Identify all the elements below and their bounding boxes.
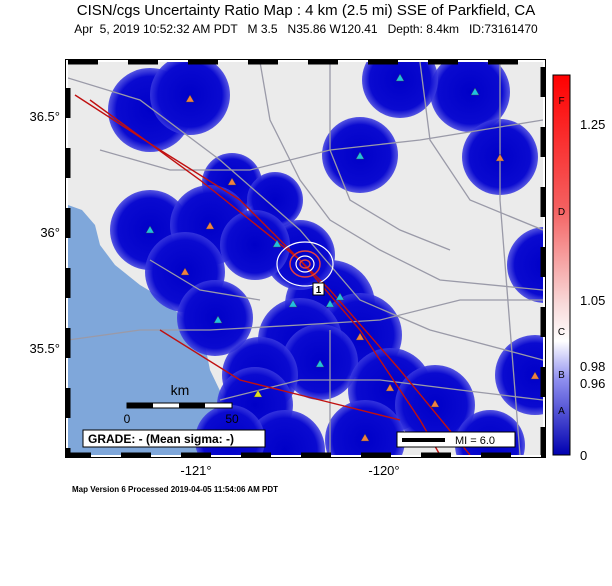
faults <box>74 94 471 455</box>
map: 1 km 0 50 GRADE: - (Mean sigma: -) MI = … <box>68 62 543 455</box>
grade-letter: D <box>558 207 565 218</box>
scale-end: 50 <box>225 412 239 426</box>
mi-text: MI = 6.0 <box>455 435 495 447</box>
lon-label: -121° <box>180 463 211 478</box>
grade-text: GRADE: - (Mean sigma: -) <box>88 432 234 446</box>
grade-letter: A <box>558 406 565 417</box>
scale-bar: km 0 50 <box>124 382 239 426</box>
grade-letter: C <box>558 327 565 338</box>
lat-label: 36° <box>40 225 60 240</box>
roads <box>68 62 543 455</box>
frame <box>65 59 546 458</box>
colorbar <box>552 74 571 456</box>
colorbar-tick: 0 <box>580 448 587 463</box>
frame-checker <box>65 59 546 458</box>
lat-label: 35.5° <box>29 341 60 356</box>
colorbar-tick: 0.96 <box>580 376 605 391</box>
grade-letter: B <box>558 370 565 381</box>
colorbar-tick: 0.98 <box>580 359 605 374</box>
scale-start: 0 <box>124 412 131 426</box>
subtitle: Apr 5, 2019 10:52:32 AM PDT M 3.5 N35.86… <box>74 22 538 36</box>
marker-label: 1 <box>316 285 322 296</box>
title: CISN/cgs Uncertainty Ratio Map : 4 km (2… <box>77 2 535 19</box>
colorbar-tick: 1.25 <box>580 117 605 132</box>
scale-unit: km <box>171 382 190 398</box>
grade-box <box>82 429 266 448</box>
colorbar-tick: 1.05 <box>580 293 605 308</box>
lat-label: 36.5° <box>29 109 60 124</box>
mi-box <box>396 431 516 448</box>
footer: Map Version 6 Processed 2019-04-05 11:54… <box>72 485 278 494</box>
marker-box <box>312 282 325 296</box>
grade-letter: F <box>558 96 564 107</box>
colorbar-ticks: 1.25 1.05 0.98 0.96 0 <box>580 117 605 463</box>
lon-label: -120° <box>368 463 399 478</box>
epicenter-contours <box>276 241 334 287</box>
stations <box>145 73 540 442</box>
colorbar-grades: F D C B A <box>558 96 565 417</box>
